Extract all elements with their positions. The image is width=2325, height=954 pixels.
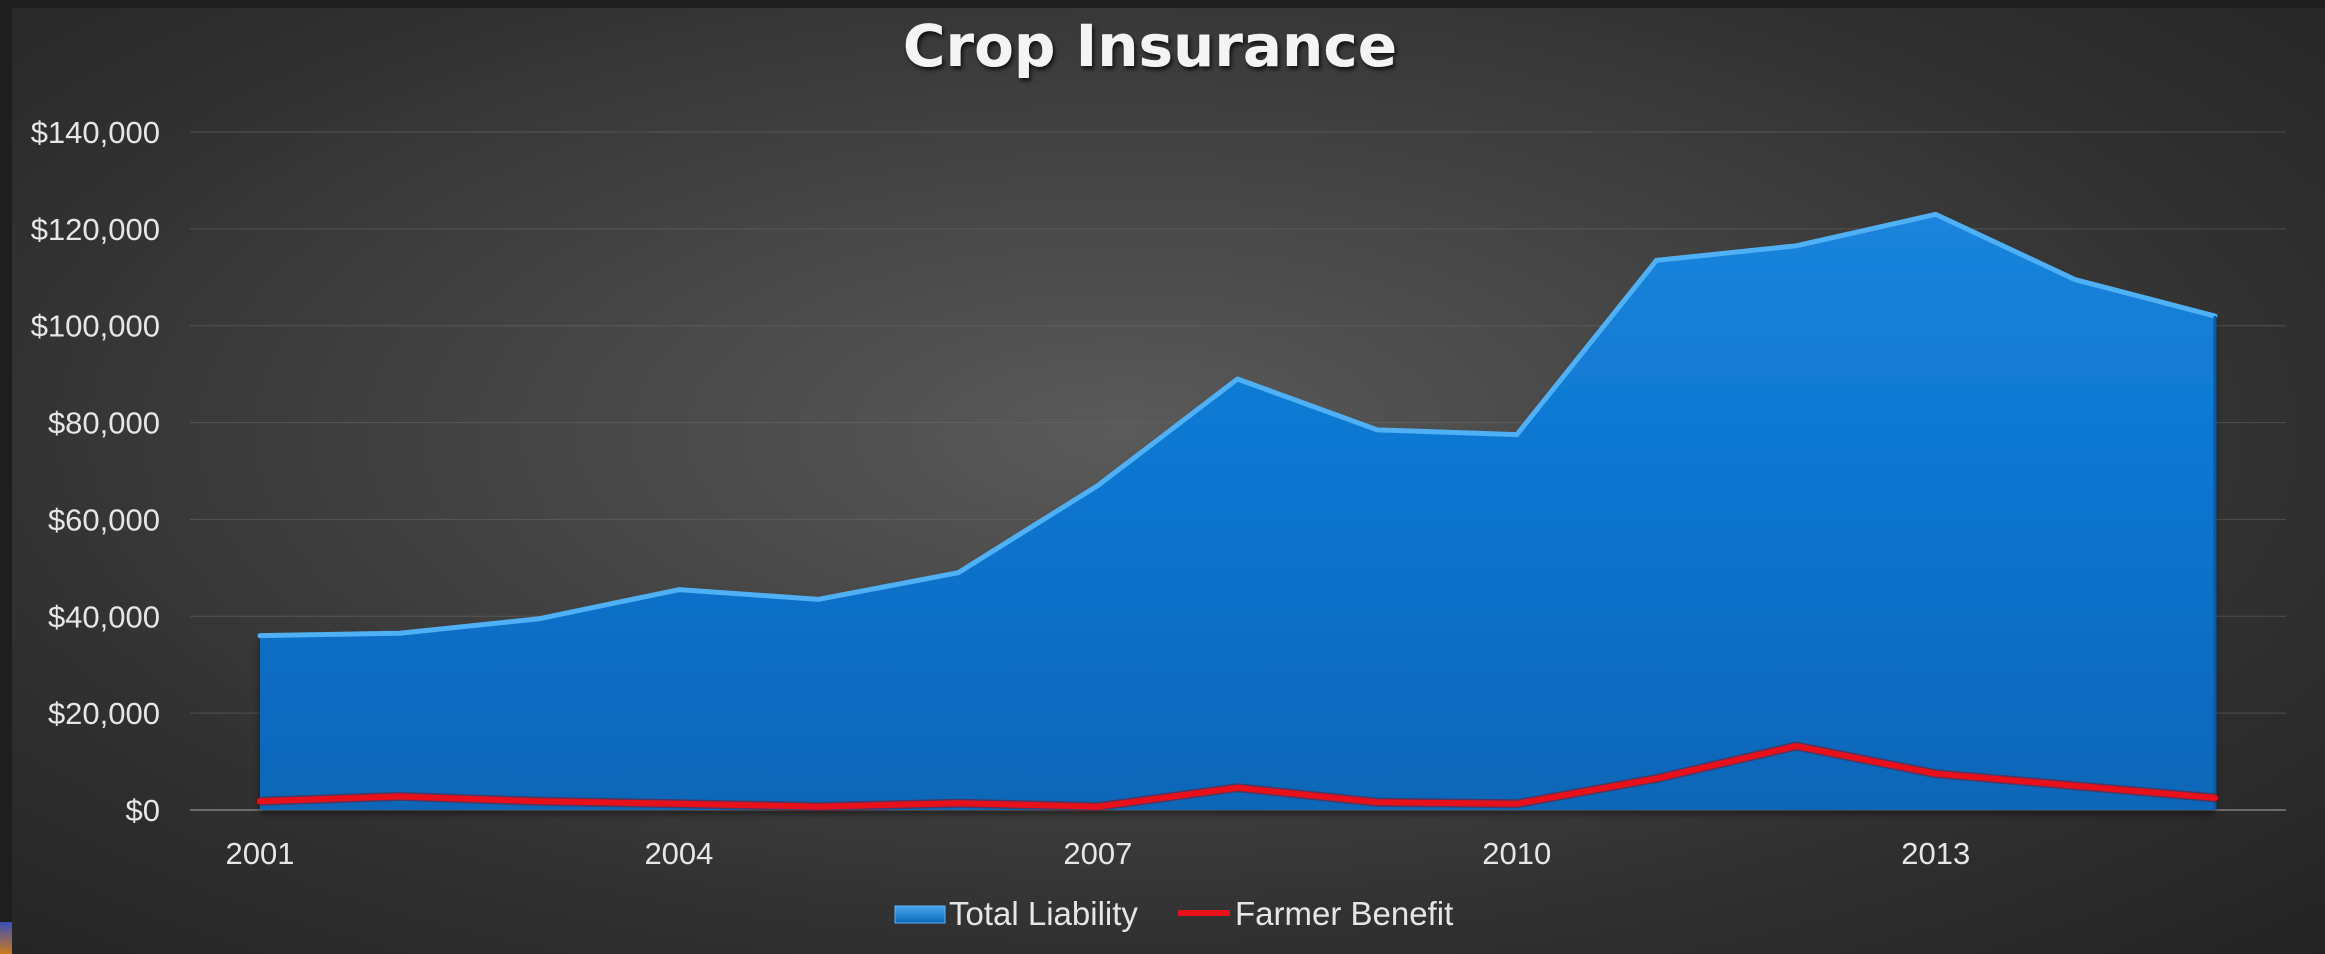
y-axis-tick-labels: $0 $20,000 $40,000 $60,000 $80,000 $100,000 $1… bbox=[31, 115, 160, 828]
y-tick-label: $100,000 bbox=[31, 309, 160, 344]
series-line-farmer-benefit bbox=[257, 743, 2218, 810]
series-layer bbox=[255, 211, 2220, 812]
y-tick-label: $40,000 bbox=[48, 599, 160, 634]
x-axis-tick-labels: 2001 2004 2007 2010 2013 bbox=[226, 836, 1971, 871]
legend-swatch-total-liability bbox=[894, 905, 946, 924]
x-tick-label: 2001 bbox=[226, 836, 295, 871]
y-tick-label: $140,000 bbox=[31, 115, 160, 150]
legend: Total Liability Farmer Benefit bbox=[894, 895, 1453, 932]
y-tick-label: $0 bbox=[126, 793, 160, 828]
y-tick-label: $20,000 bbox=[48, 696, 160, 731]
y-tick-label: $80,000 bbox=[48, 406, 160, 441]
series-area-outline-total-liability bbox=[257, 211, 2218, 639]
y-tick-label: $60,000 bbox=[48, 502, 160, 537]
x-tick-label: 2013 bbox=[1901, 836, 1970, 871]
legend-label-farmer-benefit: Farmer Benefit bbox=[1235, 895, 1453, 932]
chart-title: Crop Insurance bbox=[903, 12, 1397, 80]
x-tick-label: 2004 bbox=[644, 836, 713, 871]
series-area-total-liability bbox=[260, 214, 2215, 811]
x-tick-label: 2007 bbox=[1063, 836, 1132, 871]
x-tick-label: 2010 bbox=[1482, 836, 1551, 871]
legend-label-total-liability: Total Liability bbox=[949, 895, 1138, 932]
y-tick-label: $120,000 bbox=[31, 212, 160, 247]
corner-accent bbox=[0, 922, 12, 954]
